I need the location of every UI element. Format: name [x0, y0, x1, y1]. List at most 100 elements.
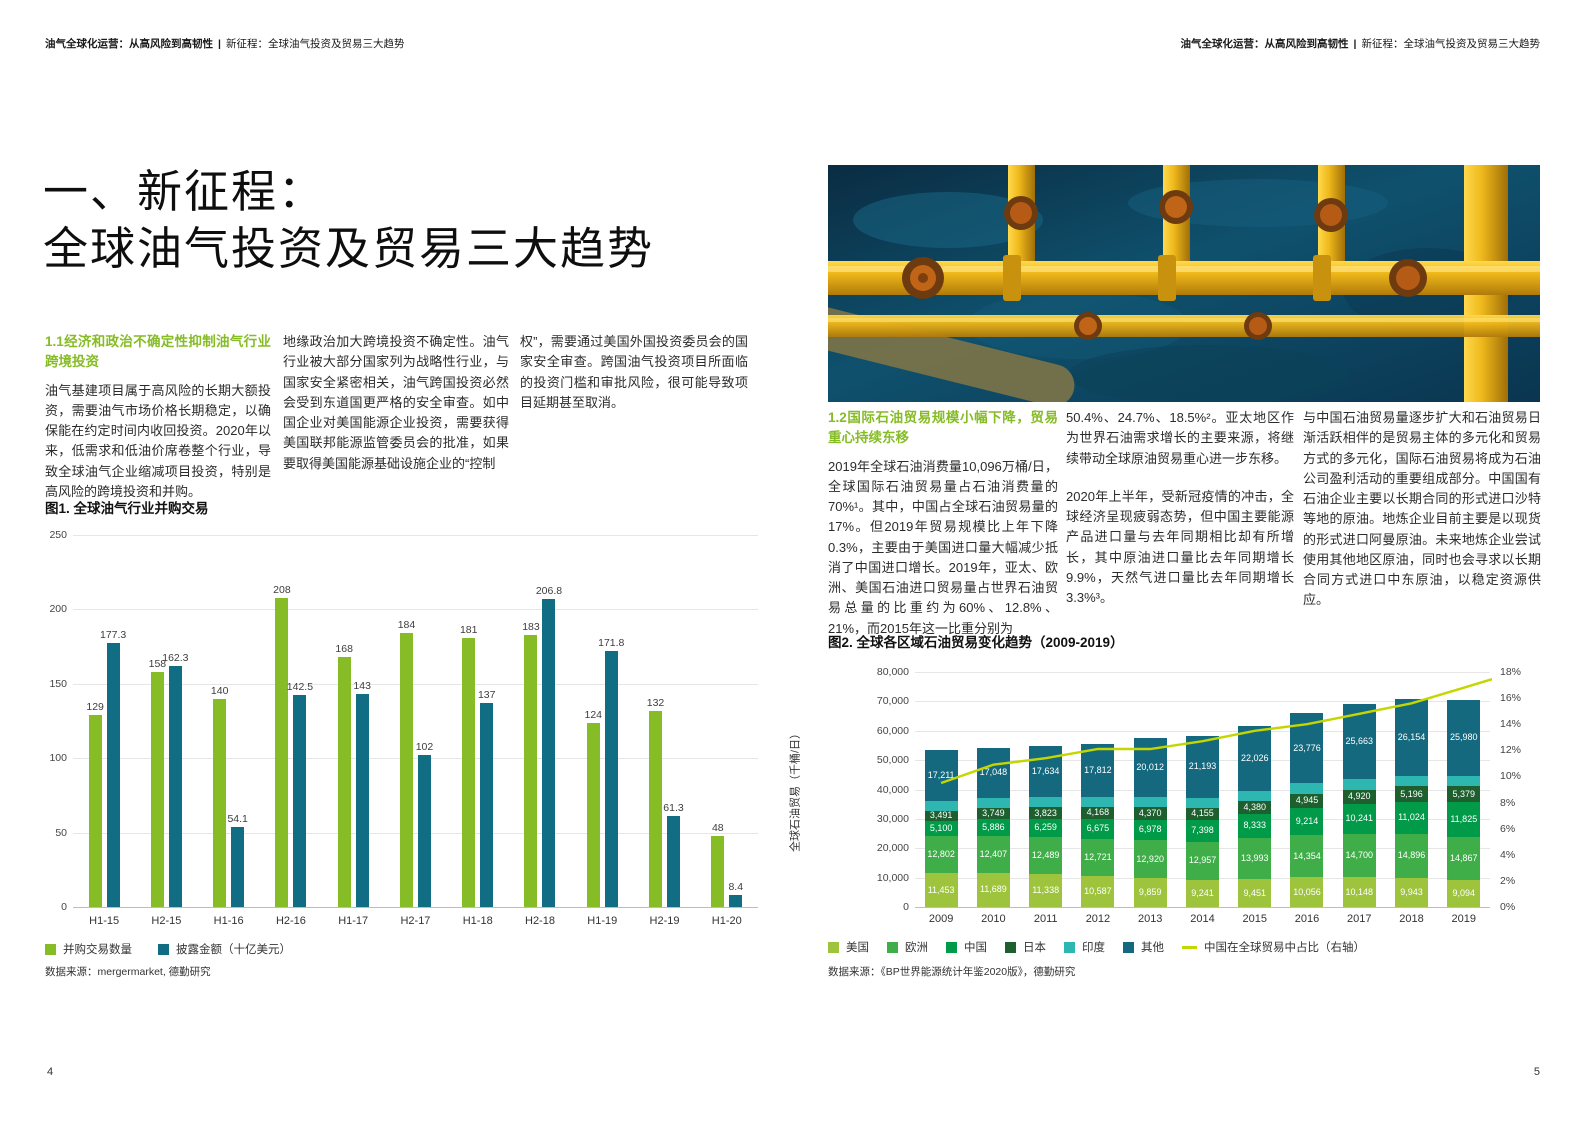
legend-item: 美国 — [828, 939, 869, 955]
bar-segment-其他: 22,026 — [1238, 725, 1272, 791]
segment-value-label: 17,812 — [1084, 764, 1112, 775]
bar-wrap: 208 — [273, 583, 291, 907]
y-axis-tick: 50,000 — [876, 754, 909, 767]
segment-value-label: 12,489 — [1031, 849, 1060, 860]
gridline — [73, 758, 758, 760]
bar-cell: 9,943 14,896 11,024 5,196 26,154 — [1385, 672, 1437, 907]
segment-value-label: 5,196 — [1400, 788, 1423, 799]
segment-value-label: 9,094 — [1452, 888, 1476, 899]
bar-segment-其他: 17,812 — [1081, 744, 1115, 797]
bar-segment-美国: 9,451 — [1238, 879, 1272, 907]
segment-value-label: 8,333 — [1243, 820, 1266, 831]
legend-item: 日本 — [1005, 939, 1046, 955]
segment-value-label: 4,945 — [1295, 795, 1319, 806]
bar-segment-中国: 6,675 — [1081, 818, 1115, 839]
bar-segment-欧洲: 12,407 — [976, 836, 1010, 873]
bar-segment-印度 — [924, 800, 958, 811]
legend-item: 欧洲 — [887, 939, 928, 955]
bar-segment-美国: 10,056 — [1290, 877, 1324, 907]
body-paragraph: 与中国石油贸易量逐步扩大和石油贸易日渐活跃相伴的是贸易主体的多元化和贸易方式的多… — [1303, 410, 1541, 608]
y-axis-tick: 100 — [49, 752, 67, 765]
bar-segment-日本: 3,749 — [976, 807, 1010, 819]
y-axis-tick: 0 — [903, 901, 909, 913]
disclosed-amount-bar — [355, 694, 369, 907]
deal-count-bar — [649, 710, 663, 907]
bar-segment-美国: 9,943 — [1395, 877, 1429, 907]
bar-value-label: 183 — [522, 620, 540, 633]
x-axis-tick: 2009 — [928, 913, 954, 925]
offshore-rig-photo-graphic — [828, 165, 1540, 402]
bar-segment-欧洲: 12,721 — [1081, 838, 1115, 876]
segment-value-label: 26,154 — [1397, 732, 1426, 743]
segment-value-label: 3,823 — [1034, 807, 1057, 818]
legend-label: 其他 — [1141, 942, 1164, 954]
segment-value-label: 14,896 — [1397, 850, 1426, 861]
bar-segment-其他: 17,048 — [976, 747, 1010, 798]
gridline — [915, 907, 1490, 908]
secondary-y-axis-tick: 16% — [1500, 692, 1522, 705]
disclosed-amount-bar — [293, 694, 307, 907]
body-paragraph: 地缘政治加大跨境投资不确定性。油气行业被大部分国家列为战略性行业，与国家安全紧密… — [283, 334, 509, 471]
segment-value-label: 6,259 — [1034, 822, 1057, 833]
disclosed-amount-bar — [106, 643, 120, 907]
page-number-right: 5 — [1533, 1066, 1540, 1078]
bar-segment-其他: 21,193 — [1185, 735, 1219, 798]
bar-wrap: 137 — [478, 689, 495, 907]
x-axis-tick: H1-19 — [587, 915, 618, 927]
segment-value-label: 9,241 — [1191, 887, 1214, 898]
x-axis-tick: H2-16 — [275, 915, 306, 927]
bar-cell: 11,689 12,407 5,886 3,749 17,048 — [967, 672, 1019, 907]
bar-segment-欧洲: 13,993 — [1238, 838, 1272, 880]
segment-value-label: 10,056 — [1293, 886, 1321, 897]
page-header-left: 油气全球化运营：从高风险到高韧性 | 新征程：全球油气投资及贸易三大趋势 — [45, 36, 404, 51]
bar-segment-欧洲: 12,489 — [1029, 837, 1063, 874]
segment-value-label: 14,354 — [1293, 850, 1321, 861]
y-axis-tick: 70,000 — [876, 695, 909, 708]
bar-segment-印度 — [1133, 796, 1167, 807]
bar-segment-印度 — [1290, 783, 1324, 794]
y-axis-tick: 200 — [49, 603, 67, 616]
segment-value-label: 6,978 — [1138, 824, 1162, 835]
segment-value-label: 25,663 — [1345, 736, 1374, 747]
bar-value-label: 208 — [273, 583, 291, 596]
disclosed-amount-bar — [729, 894, 743, 907]
bar-cell: 10,148 14,700 10,241 4,920 25,663 — [1333, 672, 1385, 907]
bar-cell: 11,338 12,489 6,259 3,823 17,634 — [1020, 672, 1072, 907]
legend-swatch — [887, 941, 898, 953]
segment-value-label: 22,026 — [1240, 752, 1269, 763]
y-axis-tick: 40,000 — [876, 783, 909, 796]
legend-item: 披露金额（十亿美元） — [158, 941, 291, 957]
secondary-y-axis-tick: 2% — [1500, 874, 1516, 887]
bar-rows: 129 177.3 158 162.3 140 54.1 208 142.5 168 143 184… — [73, 535, 758, 907]
x-axis-tick: H2-19 — [649, 915, 680, 927]
x-axis-tick: H2-15 — [151, 915, 182, 927]
secondary-y-axis-tick: 10% — [1500, 770, 1522, 783]
segment-value-label: 4,168 — [1086, 807, 1110, 818]
bar-wrap: 143 — [353, 680, 371, 907]
x-axis-tick: 2019 — [1451, 913, 1477, 925]
section-1-1-column-3: 权”，需要通过美国外国投资委员会的国家安全审查。跨国油气投资项目所面临的投资门槛… — [520, 332, 748, 413]
secondary-y-axis-tick: 8% — [1500, 796, 1516, 809]
bar-segment-日本: 4,380 — [1238, 800, 1272, 814]
legend-item: 其他 — [1123, 939, 1164, 955]
bar-cell: 9,859 12,920 6,978 4,370 20,012 — [1124, 672, 1176, 907]
bar-value-label: 140 — [210, 684, 229, 697]
bar-segment-印度 — [1447, 776, 1481, 787]
x-axis-tick: 2012 — [1085, 913, 1111, 925]
bar-value-label: 124 — [584, 708, 603, 721]
offshore-rig-photo — [828, 165, 1540, 402]
body-paragraph: 50.4%、24.7%、18.5%²。亚太地区作为世界石油需求增长的主要来源，将… — [1066, 410, 1294, 466]
bar-segment-美国: 9,241 — [1185, 879, 1219, 907]
bar-value-label: 177.3 — [99, 629, 127, 642]
legend-swatch — [1064, 941, 1075, 953]
stacked-bar: 10,056 14,354 9,214 4,945 23,776 — [1290, 713, 1324, 907]
bar-segment-印度 — [1238, 790, 1272, 801]
segment-value-label: 17,048 — [979, 767, 1008, 778]
x-axis-tick: 2014 — [1190, 913, 1215, 925]
x-axis-tick: 2018 — [1399, 913, 1424, 925]
stacked-bar: 9,451 13,993 8,333 4,380 22,026 — [1238, 725, 1272, 907]
segment-value-label: 10,587 — [1084, 885, 1112, 896]
segment-value-label: 11,453 — [927, 884, 955, 895]
y-axis-tick: 60,000 — [876, 724, 909, 737]
